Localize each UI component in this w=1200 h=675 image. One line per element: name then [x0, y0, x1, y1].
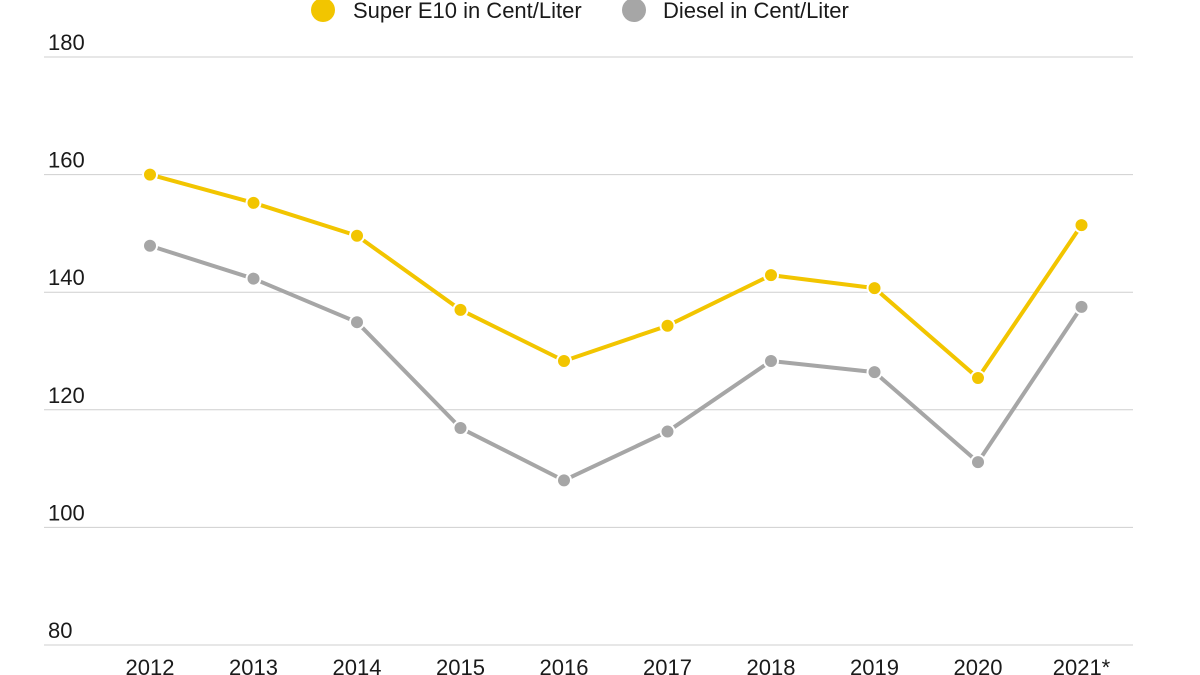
x-tick-label-2014: 2014	[333, 655, 382, 675]
legend-label-super-e10: Super E10 in Cent/Liter	[353, 0, 582, 23]
data-point-super-e10-2012	[142, 166, 158, 183]
legend-marker-diesel	[622, 0, 646, 22]
x-tick-label-2017: 2017	[643, 655, 692, 675]
x-tick-label-2015: 2015	[436, 655, 485, 675]
x-tick-label-2018: 2018	[747, 655, 796, 675]
data-point-diesel-2013	[245, 270, 262, 287]
y-axis-tick-labels: 80 100 120 140 160 180	[48, 30, 85, 643]
data-point-super-e10-2015	[452, 301, 469, 318]
data-point-super-e10-2019	[866, 280, 883, 297]
legend-marker-super-e10	[311, 0, 335, 22]
data-point-super-e10-2021	[1073, 217, 1090, 234]
data-point-diesel-2014	[349, 314, 365, 331]
data-point-super-e10-2020	[970, 370, 986, 387]
series-line-diesel	[148, 243, 1084, 483]
data-point-diesel-2019	[866, 364, 883, 381]
x-tick-label-2012: 2012	[126, 655, 175, 675]
x-axis-tick-labels: 2012 2013 2014 2015 2016 2017 2018 2019 2020 2021…	[126, 655, 1111, 675]
y-tick-label-100: 100	[48, 500, 85, 525]
gridlines	[44, 56, 1133, 646]
data-point-super-e10-2013	[245, 194, 262, 211]
y-tick-label-140: 140	[48, 265, 85, 290]
series-diesel	[142, 237, 1090, 489]
y-tick-label-160: 160	[48, 148, 85, 173]
data-point-diesel-2017	[659, 423, 676, 440]
series-line-super-e10	[148, 172, 1084, 381]
x-tick-label-2021: 2021*	[1053, 655, 1111, 675]
data-point-diesel-2016	[556, 472, 572, 489]
data-point-diesel-2018	[763, 352, 779, 369]
y-tick-label-180: 180	[48, 30, 85, 55]
data-point-super-e10-2017	[659, 317, 676, 334]
legend-label-diesel: Diesel in Cent/Liter	[663, 0, 849, 23]
data-point-super-e10-2018	[763, 267, 779, 284]
series-super-e10	[142, 166, 1090, 387]
legend: Super E10 in Cent/Liter Diesel in Cent/Li…	[311, 0, 849, 23]
x-tick-label-2019: 2019	[850, 655, 899, 675]
data-point-super-e10-2016	[556, 352, 572, 369]
data-point-diesel-2021	[1073, 298, 1090, 315]
data-point-super-e10-2014	[349, 227, 365, 244]
x-tick-label-2013: 2013	[229, 655, 278, 675]
y-tick-label-120: 120	[48, 383, 85, 408]
series-lines	[142, 166, 1090, 489]
data-point-diesel-2012	[142, 237, 158, 254]
x-tick-label-2016: 2016	[540, 655, 589, 675]
data-point-diesel-2020	[970, 454, 986, 471]
data-point-diesel-2015	[452, 420, 469, 437]
x-tick-label-2020: 2020	[954, 655, 1003, 675]
y-tick-label-80: 80	[48, 618, 72, 643]
